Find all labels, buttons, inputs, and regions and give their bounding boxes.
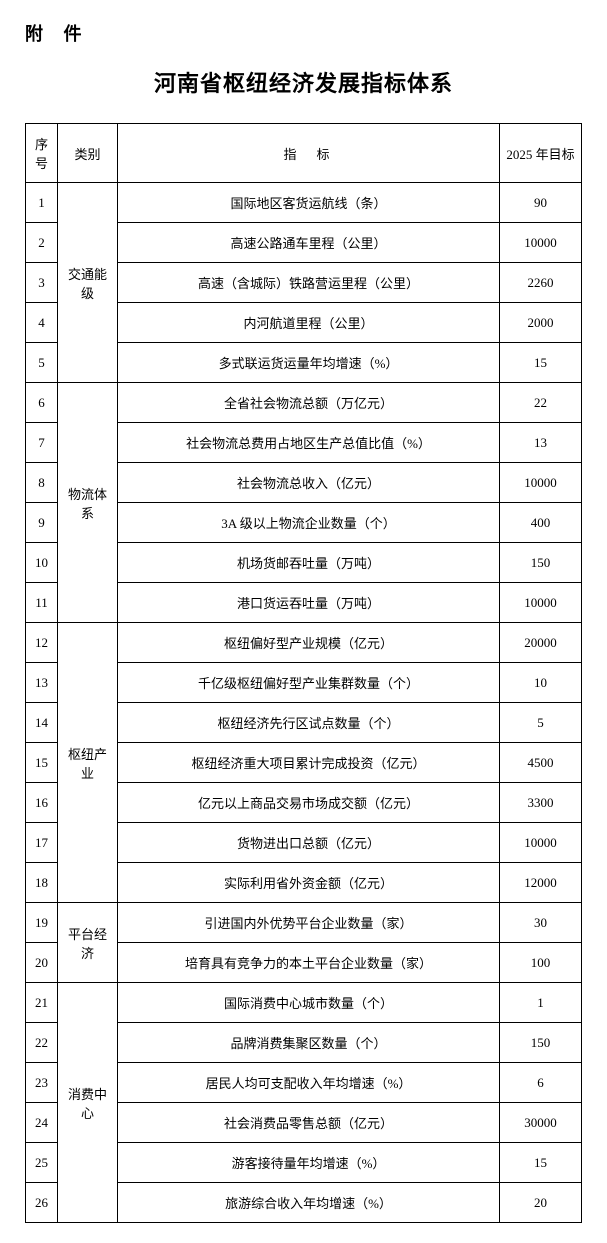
cell-indicator: 游客接待量年均增速（%） (118, 1143, 500, 1183)
cell-indicator: 引进国内外优势平台企业数量（家） (118, 903, 500, 943)
cell-target: 10000 (500, 223, 582, 263)
cell-seq: 21 (26, 983, 58, 1023)
table-row: 19平台经济引进国内外优势平台企业数量（家）30 (26, 903, 582, 943)
cell-seq: 25 (26, 1143, 58, 1183)
cell-target: 4500 (500, 743, 582, 783)
cell-indicator: 多式联运货运量年均增速（%） (118, 343, 500, 383)
table-header-row: 序号 类别 指标 2025 年目标 (26, 124, 582, 183)
cell-target: 20000 (500, 623, 582, 663)
cell-seq: 1 (26, 183, 58, 223)
cell-seq: 24 (26, 1103, 58, 1143)
cell-indicator: 高速公路通车里程（公里） (118, 223, 500, 263)
cell-seq: 20 (26, 943, 58, 983)
cell-target: 90 (500, 183, 582, 223)
table-row: 12枢纽产业枢纽偏好型产业规模（亿元）20000 (26, 623, 582, 663)
cell-seq: 11 (26, 583, 58, 623)
header-target: 2025 年目标 (500, 124, 582, 183)
cell-indicator: 3A 级以上物流企业数量（个） (118, 503, 500, 543)
cell-target: 30000 (500, 1103, 582, 1143)
cell-seq: 4 (26, 303, 58, 343)
cell-target: 13 (500, 423, 582, 463)
cell-indicator: 国际地区客货运航线（条） (118, 183, 500, 223)
cell-target: 20 (500, 1183, 582, 1223)
cell-target: 2260 (500, 263, 582, 303)
cell-target: 30 (500, 903, 582, 943)
cell-indicator: 枢纽经济先行区试点数量（个） (118, 703, 500, 743)
cell-indicator: 品牌消费集聚区数量（个） (118, 1023, 500, 1063)
cell-seq: 5 (26, 343, 58, 383)
cell-target: 10 (500, 663, 582, 703)
header-indicator: 指标 (118, 124, 500, 183)
table-row: 21消费中心国际消费中心城市数量（个）1 (26, 983, 582, 1023)
cell-seq: 8 (26, 463, 58, 503)
cell-seq: 6 (26, 383, 58, 423)
cell-target: 10000 (500, 463, 582, 503)
cell-seq: 18 (26, 863, 58, 903)
cell-seq: 2 (26, 223, 58, 263)
cell-indicator: 社会消费品零售总额（亿元） (118, 1103, 500, 1143)
cell-target: 400 (500, 503, 582, 543)
cell-category: 消费中心 (58, 983, 118, 1223)
cell-indicator: 旅游综合收入年均增速（%） (118, 1183, 500, 1223)
cell-seq: 22 (26, 1023, 58, 1063)
cell-target: 10000 (500, 823, 582, 863)
cell-indicator: 机场货邮吞吐量（万吨） (118, 543, 500, 583)
cell-target: 1 (500, 983, 582, 1023)
cell-category: 交通能级 (58, 183, 118, 383)
cell-indicator: 培育具有竞争力的本土平台企业数量（家） (118, 943, 500, 983)
cell-target: 5 (500, 703, 582, 743)
cell-indicator: 枢纽经济重大项目累计完成投资（亿元） (118, 743, 500, 783)
cell-target: 10000 (500, 583, 582, 623)
cell-seq: 3 (26, 263, 58, 303)
cell-indicator: 高速（含城际）铁路营运里程（公里） (118, 263, 500, 303)
cell-target: 150 (500, 543, 582, 583)
cell-category: 平台经济 (58, 903, 118, 983)
cell-seq: 9 (26, 503, 58, 543)
page-title: 河南省枢纽经济发展指标体系 (25, 66, 582, 98)
cell-indicator: 社会物流总收入（亿元） (118, 463, 500, 503)
cell-target: 3300 (500, 783, 582, 823)
cell-target: 100 (500, 943, 582, 983)
header-category: 类别 (58, 124, 118, 183)
cell-indicator: 千亿级枢纽偏好型产业集群数量（个） (118, 663, 500, 703)
cell-target: 15 (500, 343, 582, 383)
cell-seq: 14 (26, 703, 58, 743)
cell-category: 物流体系 (58, 383, 118, 623)
cell-indicator: 港口货运吞吐量（万吨） (118, 583, 500, 623)
cell-seq: 7 (26, 423, 58, 463)
cell-target: 12000 (500, 863, 582, 903)
header-seq: 序号 (26, 124, 58, 183)
table-row: 1交通能级国际地区客货运航线（条）90 (26, 183, 582, 223)
attachment-label: 附 件 (25, 20, 582, 46)
table-row: 6物流体系全省社会物流总额（万亿元）22 (26, 383, 582, 423)
cell-indicator: 内河航道里程（公里） (118, 303, 500, 343)
cell-seq: 19 (26, 903, 58, 943)
cell-target: 22 (500, 383, 582, 423)
cell-indicator: 实际利用省外资金额（亿元） (118, 863, 500, 903)
cell-seq: 15 (26, 743, 58, 783)
cell-seq: 13 (26, 663, 58, 703)
table-body: 1交通能级国际地区客货运航线（条）902高速公路通车里程（公里）100003高速… (26, 183, 582, 1223)
cell-seq: 16 (26, 783, 58, 823)
cell-indicator: 国际消费中心城市数量（个） (118, 983, 500, 1023)
cell-indicator: 亿元以上商品交易市场成交额（亿元） (118, 783, 500, 823)
cell-indicator: 居民人均可支配收入年均增速（%） (118, 1063, 500, 1103)
cell-seq: 10 (26, 543, 58, 583)
cell-indicator: 货物进出口总额（亿元） (118, 823, 500, 863)
cell-category: 枢纽产业 (58, 623, 118, 903)
cell-indicator: 社会物流总费用占地区生产总值比值（%） (118, 423, 500, 463)
cell-target: 2000 (500, 303, 582, 343)
cell-seq: 12 (26, 623, 58, 663)
cell-indicator: 全省社会物流总额（万亿元） (118, 383, 500, 423)
cell-indicator: 枢纽偏好型产业规模（亿元） (118, 623, 500, 663)
cell-target: 150 (500, 1023, 582, 1063)
cell-target: 15 (500, 1143, 582, 1183)
cell-seq: 26 (26, 1183, 58, 1223)
cell-seq: 23 (26, 1063, 58, 1103)
indicators-table: 序号 类别 指标 2025 年目标 1交通能级国际地区客货运航线（条）902高速… (25, 123, 582, 1223)
cell-target: 6 (500, 1063, 582, 1103)
cell-seq: 17 (26, 823, 58, 863)
